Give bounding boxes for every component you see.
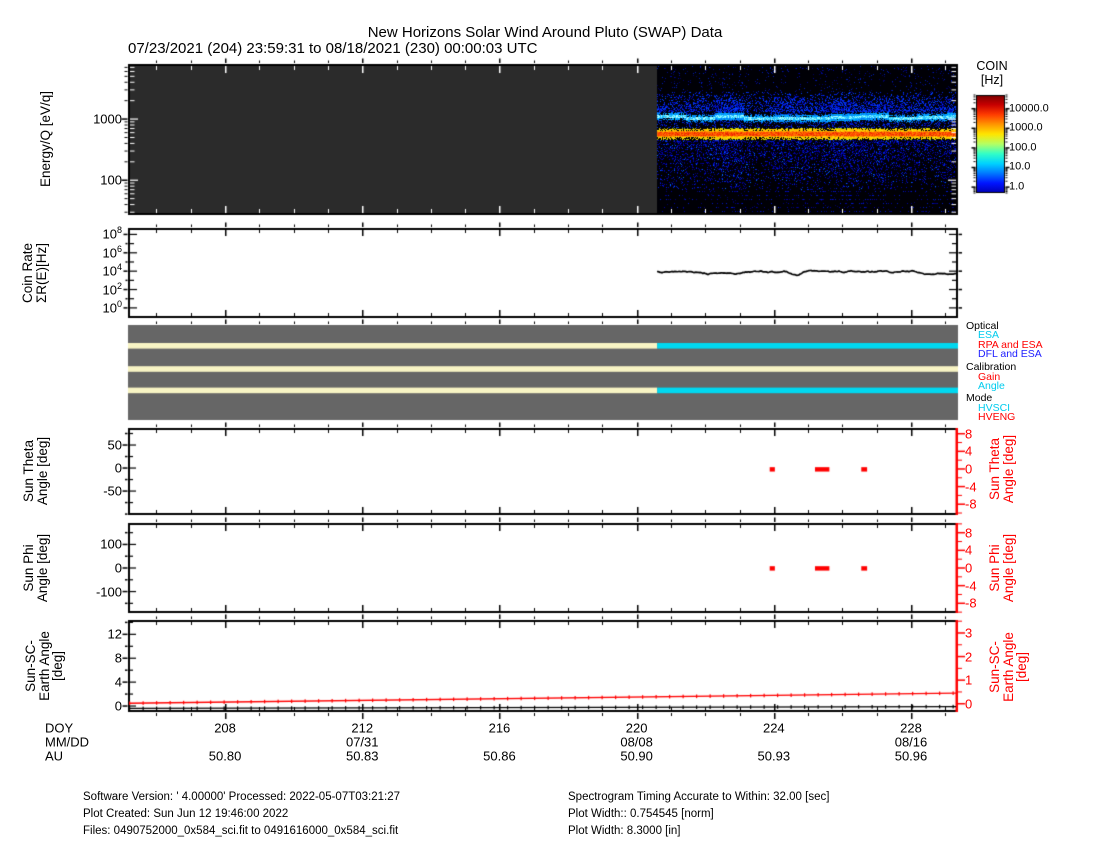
x-tick-label-au: 50.90 [620,748,653,763]
x-tick-label-doy: 220 [625,720,648,735]
coin-rate-y-tick-label: 108 [102,225,122,242]
colorbar-title: COIN [Hz] [976,59,1008,87]
x-tick-label-doy: 224 [762,720,785,735]
legend-item: ESA [978,328,1000,341]
x-tick-label-au: 50.80 [208,748,242,763]
page-title: New Horizons Solar Wind Around Pluto (SW… [367,24,723,41]
sun-sc-earth-right-tick-label: 0 [965,696,973,712]
spectrogram-y-tick-label: 100 [100,172,122,188]
colorbar-tick-label: 10000.0 [1009,102,1049,115]
sun-theta-left-tick-label: -50 [103,483,122,499]
legend-item: Gain [978,370,1001,383]
axis-row-label: MM/DD [45,734,90,749]
sun-phi-left-tick-label: 100 [100,536,122,552]
footer-timing-accuracy: Spectrogram Timing Accurate to Within: 3… [568,791,830,803]
legend-group-title: Calibration [966,360,1017,373]
date-range-subtitle: 07/23/2021 (204) 23:59:31 to 08/18/2021 … [128,40,538,57]
coin-rate-y-tick-label: 104 [102,262,122,279]
sun-sc-earth-axis-label: Sun-SC- Earth Angle [deg] [22,631,65,701]
x-tick-label-mmdd: 08/08 [620,734,653,749]
colorbar-tick-label: 1000.0 [1009,121,1043,134]
legend-group-title: Mode [966,391,993,404]
x-tick-label-au: 50.86 [483,748,516,763]
legend-item: HVSCI [978,401,1011,414]
sun-sc-earth-right-axis-label: Sun-SC- Earth Angle [deg] [986,632,1029,702]
x-tick-label-au: 50.96 [894,748,928,763]
sun-phi-right-tick-label: 8 [965,525,973,541]
energy-axis-label: Energy/Q [eV/q] [38,90,53,188]
legend-group-title: Optical [966,319,999,332]
sun-phi-left-tick-label: 0 [114,560,122,576]
sun-phi-right-tick-label: 0 [965,560,973,576]
sun-phi-axis-label: Sun Phi Angle [deg] [21,533,50,603]
sun-theta-right-axis-label: Sun Theta Angle [deg] [987,434,1016,504]
sun-sc-earth-right-tick-label: 1 [965,672,973,688]
footer-plot-width-in: Plot Width: 8.3000 [in] [568,825,681,837]
x-tick-label-doy: 228 [900,720,922,735]
sun-sc-earth-right-tick-label: 3 [965,625,973,641]
legend-item: DFL and ESA [978,347,1042,360]
sun-phi-right-tick-label: -8 [965,595,977,611]
sun-sc-earth-left-tick-label: 12 [107,626,122,642]
colorbar-tick-label: 100.0 [1009,141,1037,154]
colorbar-tick-label: 10.0 [1009,160,1031,173]
sun-theta-right-tick-label: 8 [965,426,973,442]
x-tick-label-au: 50.93 [757,748,791,763]
sun-theta-axis-label: Sun Theta Angle [deg] [21,436,50,506]
legend-item: RPA and ESA [978,338,1043,351]
x-tick-label-doy: 212 [351,720,374,735]
sun-phi-right-tick-label: 4 [965,542,973,558]
sun-theta-right-tick-label: -4 [965,479,977,495]
footer-plot-width-norm: Plot Width:: 0.754545 [norm] [568,808,714,820]
sun-phi-left-tick-label: -100 [95,584,122,600]
sun-phi-right-tick-label: -4 [965,578,977,594]
sun-theta-left-tick-label: 50 [107,437,122,453]
coin-rate-y-tick-label: 102 [102,280,122,298]
sun-theta-right-tick-label: -8 [965,496,977,512]
x-tick-label-au: 50.83 [345,748,379,763]
axis-row-label: AU [45,748,64,763]
x-tick-label-mmdd: 07/31 [345,734,379,749]
sun-theta-left-tick-label: 0 [114,460,122,476]
x-tick-label-mmdd: 08/16 [894,734,928,749]
colorbar-tick-label: 1.0 [1009,180,1025,193]
spectrogram-y-tick-label: 1000 [93,111,122,127]
footer-plot-created: Plot Created: Sun Jun 12 19:46:00 2022 [83,808,289,820]
footer-software-version: Software Version: ' 4.00000' Processed: … [83,791,401,803]
sun-sc-earth-left-tick-label: 4 [114,674,122,690]
sun-theta-right-tick-label: 0 [965,461,973,477]
sun-sc-earth-left-tick-label: 0 [114,698,122,714]
sun-phi-right-axis-label: Sun Phi Angle [deg] [987,533,1016,603]
axis-row-label: DOY [45,720,74,735]
sun-sc-earth-left-tick-label: 8 [114,650,122,666]
coin-rate-y-tick-label: 100 [102,299,122,316]
coin-rate-y-tick-label: 106 [102,243,122,261]
x-tick-label-doy: 216 [488,720,511,735]
coin-rate-axis-label: Coin Rate ΣR(E)[Hz] [20,242,49,304]
legend-item: HVENG [978,410,1016,423]
sun-theta-right-tick-label: 4 [965,443,973,459]
legend-item: Angle [978,379,1005,392]
x-tick-label-doy: 208 [214,720,236,735]
footer-files: Files: 0490752000_0x584_sci.fit to 04916… [83,825,399,837]
sun-sc-earth-right-tick-label: 2 [965,649,973,665]
